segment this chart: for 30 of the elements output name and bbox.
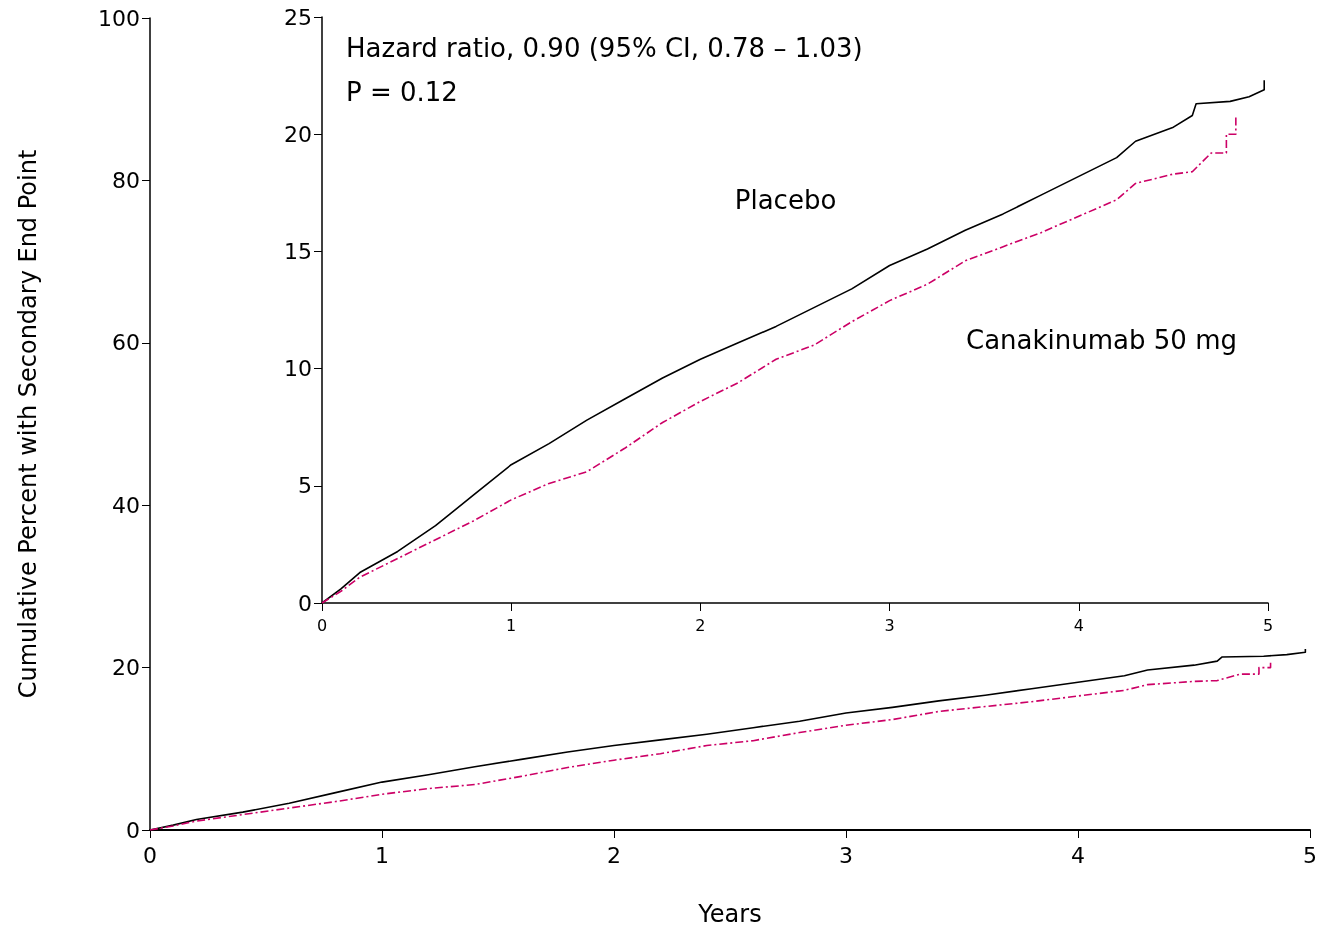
y-tick-label: 15 [284, 238, 312, 264]
y-tick-label: 20 [112, 655, 140, 681]
text: Canakinumab 50 mg [966, 325, 1237, 356]
y-tick-label: 5 [298, 473, 312, 499]
x-axis-title: Years [697, 900, 762, 928]
x-tick-label: 0 [143, 842, 157, 868]
y-tick-label: 20 [284, 121, 312, 147]
y-tick-label: 100 [98, 5, 140, 31]
annotation: Hazard ratio, 0.90 (95% CI, 0.78 – 1.03) [346, 33, 863, 63]
y-tick-label: 0 [298, 590, 312, 616]
x-tick-label: 3 [839, 842, 853, 868]
y-tick-label: 10 [284, 356, 312, 382]
y-tick-label: 60 [112, 330, 140, 356]
x-tick-label: 2 [607, 842, 621, 868]
y-tick-label: 25 [284, 4, 312, 30]
x-tick-label: 0 [316, 615, 328, 635]
x-tick-label: 1 [375, 842, 389, 868]
x-tick-label: 2 [695, 615, 706, 635]
y-tick-label: 40 [112, 492, 140, 518]
y-tick-label: 0 [126, 817, 140, 843]
x-tick-label: 5 [1303, 842, 1317, 868]
y-tick-label: 80 [112, 167, 140, 193]
x-tick-label: 1 [506, 615, 517, 635]
x-tick-label: 3 [884, 615, 895, 635]
text: Placebo [734, 184, 837, 215]
x-tick-label: 4 [1071, 842, 1085, 868]
x-tick-label: 4 [1073, 615, 1084, 635]
x-tick-label: 5 [1262, 615, 1274, 635]
annotation: P = 0.12 [346, 77, 458, 107]
y-axis-title: Cumulative Percent with Secondary End Point [14, 149, 42, 699]
